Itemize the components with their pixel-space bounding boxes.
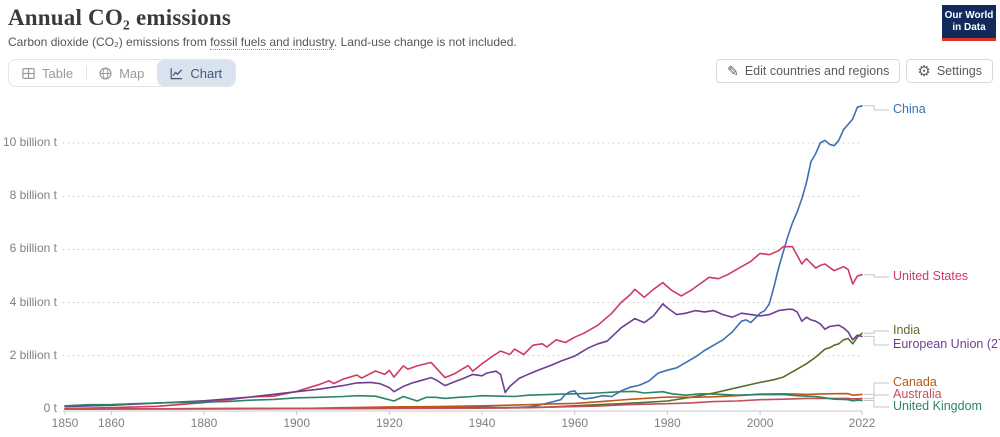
table-icon bbox=[22, 67, 35, 79]
x-tick-label: 1920 bbox=[376, 416, 403, 430]
subtitle-tooltip-link[interactable]: fossil fuels and industry bbox=[210, 35, 334, 50]
settings-label: Settings bbox=[936, 64, 982, 78]
subtitle-text-end: . Land-use change is not included. bbox=[333, 35, 517, 49]
series-line-china[interactable] bbox=[64, 105, 863, 410]
subtitle-text: Carbon dioxide (CO₂) emissions from bbox=[8, 35, 211, 49]
y-tick-label: 4 billion t bbox=[9, 294, 57, 309]
view-tabs: Table Map Chart bbox=[8, 59, 237, 87]
label-connector-united-kingdom bbox=[864, 400, 889, 408]
label-connector-china bbox=[864, 105, 889, 111]
series-label-european-union-27[interactable]: European Union (27) bbox=[893, 337, 1000, 351]
label-connector-canada bbox=[864, 382, 889, 395]
line-chart-icon bbox=[170, 67, 183, 79]
settings-button[interactable]: ⚙ Settings bbox=[906, 59, 993, 83]
chart-header: Annual CO₂ emissions Carbon dioxide (CO₂… bbox=[8, 4, 517, 50]
y-tick-label: 10 billion t bbox=[2, 135, 57, 149]
series-label-united-kingdom[interactable]: United Kingdom bbox=[893, 399, 982, 413]
y-tick-label: 2 billion t bbox=[9, 347, 57, 362]
x-tick-label: 1860 bbox=[97, 416, 125, 430]
x-tick-label: 2022 bbox=[848, 416, 876, 430]
label-connector-european-union-27 bbox=[864, 335, 889, 346]
x-tick-label: 1880 bbox=[190, 416, 218, 430]
y-tick-label: 6 billion t bbox=[9, 241, 57, 256]
x-tick-label: 2000 bbox=[746, 416, 774, 430]
label-connector-india bbox=[864, 330, 889, 334]
series-line-canada[interactable] bbox=[64, 392, 863, 410]
owid-logo[interactable]: Our World in Data bbox=[942, 5, 996, 41]
action-buttons: ✎ Edit countries and regions ⚙ Settings bbox=[716, 59, 993, 83]
series-label-canada[interactable]: Canada bbox=[893, 375, 937, 389]
tab-table[interactable]: Table bbox=[9, 60, 86, 86]
page-subtitle: Carbon dioxide (CO₂) emissions from foss… bbox=[8, 35, 517, 50]
label-connector-australia bbox=[864, 394, 889, 400]
x-tick-label: 1960 bbox=[561, 416, 589, 430]
series-line-united-states[interactable] bbox=[64, 245, 863, 410]
tab-map-label: Map bbox=[119, 65, 145, 81]
owid-logo-line1: Our World bbox=[944, 10, 994, 21]
tab-table-label: Table bbox=[42, 65, 74, 81]
series-line-european-union-27[interactable] bbox=[64, 303, 863, 408]
x-tick-label: 1940 bbox=[468, 416, 496, 430]
series-label-india[interactable]: India bbox=[893, 323, 921, 337]
owid-logo-line2: in Data bbox=[952, 22, 986, 33]
series-label-australia[interactable]: Australia bbox=[893, 387, 942, 401]
edit-countries-button[interactable]: ✎ Edit countries and regions bbox=[716, 59, 901, 83]
tab-chart-label: Chart bbox=[190, 65, 223, 81]
page-title: Annual CO₂ emissions bbox=[8, 5, 232, 30]
controls-row: Table Map Chart ✎ Edit co bbox=[0, 59, 1000, 87]
series-label-china[interactable]: China bbox=[893, 102, 926, 116]
series-label-united-states[interactable]: United States bbox=[893, 269, 969, 283]
edit-countries-label: Edit countries and regions bbox=[744, 64, 890, 78]
y-tick-label: 8 billion t bbox=[9, 188, 57, 203]
label-connector-united-states bbox=[864, 274, 889, 278]
series-line-australia[interactable] bbox=[64, 397, 863, 410]
globe-icon bbox=[99, 66, 112, 80]
gear-icon: ⚙ bbox=[917, 62, 931, 80]
x-tick-label: 1980 bbox=[654, 416, 681, 430]
x-tick-label: 1900 bbox=[283, 416, 311, 430]
y-tick-label: 0 t bbox=[43, 401, 57, 415]
series-line-united-kingdom[interactable] bbox=[64, 390, 863, 407]
tab-chart[interactable]: Chart bbox=[157, 60, 236, 86]
tab-map[interactable]: Map bbox=[86, 60, 157, 86]
x-tick-label: 1850 bbox=[51, 416, 79, 430]
pencil-icon: ✎ bbox=[727, 63, 739, 79]
